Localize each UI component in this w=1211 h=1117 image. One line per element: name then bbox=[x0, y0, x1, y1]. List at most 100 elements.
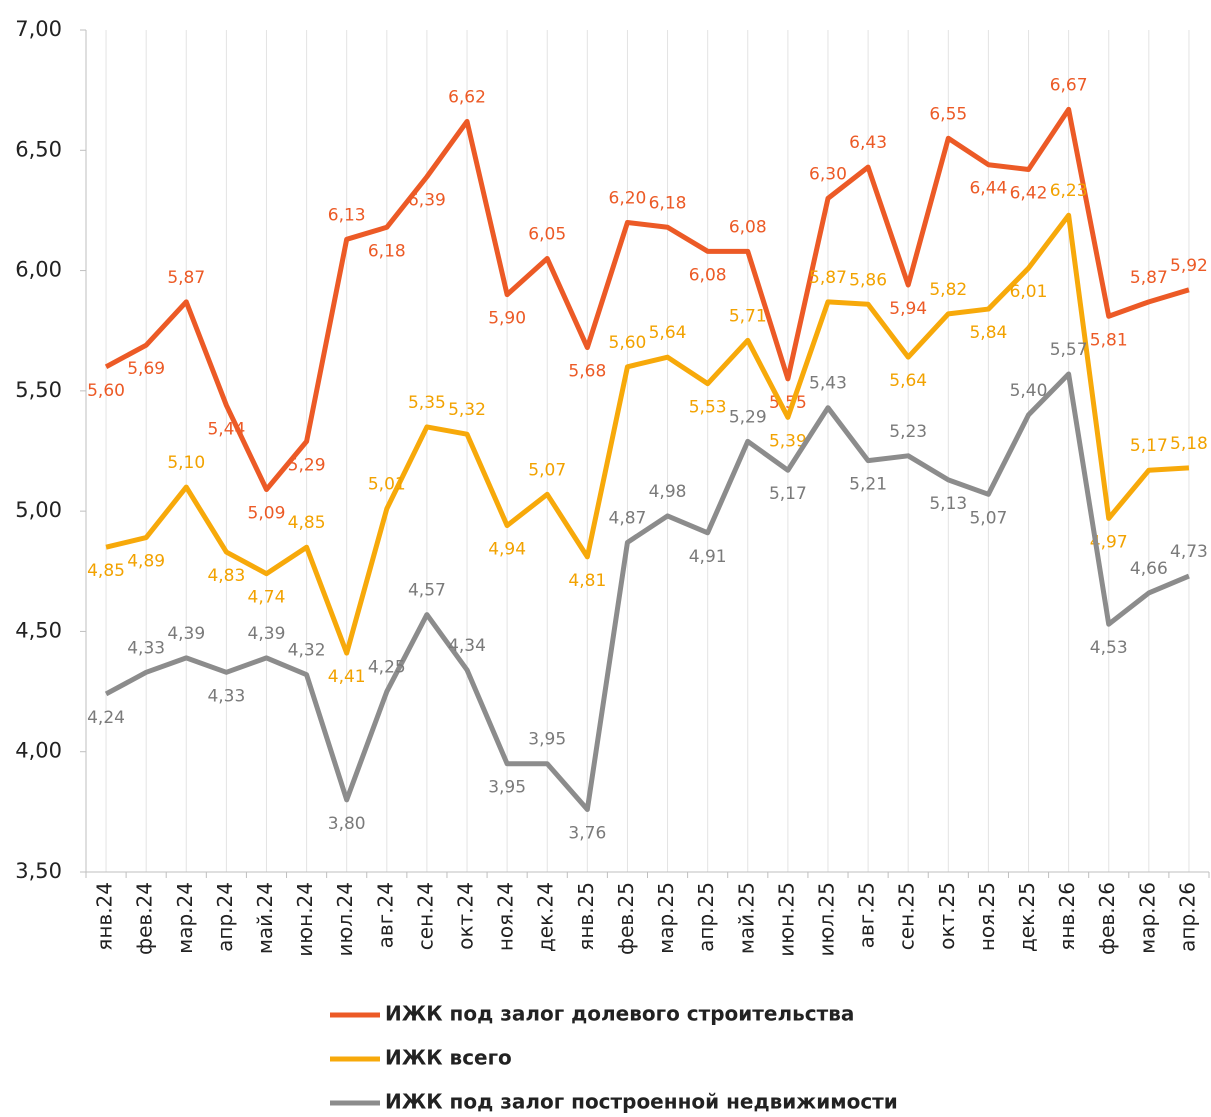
data-label: 5,69 bbox=[127, 359, 165, 379]
data-label: 6,42 bbox=[1010, 184, 1048, 204]
x-tick-label: июн.24 bbox=[293, 882, 317, 957]
x-tick-label: май.25 bbox=[734, 882, 758, 954]
data-label: 3,76 bbox=[568, 823, 606, 843]
y-tick-label: 7,00 bbox=[15, 17, 62, 41]
series-line bbox=[105, 212, 1190, 656]
data-label: 5,29 bbox=[288, 455, 326, 475]
data-label: 4,25 bbox=[368, 658, 406, 678]
x-tick-label: янв.25 bbox=[574, 882, 598, 951]
x-tick-label: фев.25 bbox=[614, 882, 638, 955]
data-label: 5,87 bbox=[167, 268, 205, 288]
data-label: 3,80 bbox=[328, 814, 366, 834]
data-label: 6,08 bbox=[729, 217, 767, 237]
x-tick-label: окт.24 bbox=[454, 882, 478, 950]
data-label: 4,85 bbox=[288, 513, 326, 533]
data-label: 5,18 bbox=[1170, 434, 1208, 454]
data-label: 4,24 bbox=[87, 708, 125, 728]
data-label: 4,34 bbox=[448, 636, 486, 656]
data-label: 4,85 bbox=[87, 561, 125, 581]
x-tick-label: фев.26 bbox=[1095, 882, 1119, 955]
data-label: 5,17 bbox=[1130, 436, 1168, 456]
x-tick-label: янв.24 bbox=[93, 882, 117, 951]
x-tick-label: мар.24 bbox=[173, 882, 197, 954]
data-label: 5,53 bbox=[689, 398, 727, 418]
data-label: 6,13 bbox=[328, 205, 366, 225]
data-label: 4,98 bbox=[649, 482, 687, 502]
x-tick-label: июн.25 bbox=[774, 882, 798, 957]
data-label: 4,39 bbox=[248, 624, 286, 644]
legend-label: ИЖК под залог построенной недвижимости bbox=[385, 1090, 898, 1114]
data-label: 5,71 bbox=[729, 306, 767, 326]
data-label: 4,41 bbox=[328, 667, 366, 687]
data-label: 4,32 bbox=[288, 641, 326, 661]
series-line bbox=[104, 106, 1190, 492]
legend-label: ИЖК под залог долевого строительства bbox=[385, 1002, 854, 1026]
data-label: 5,40 bbox=[1010, 381, 1048, 401]
data-label: 5,82 bbox=[929, 280, 967, 300]
data-label: 6,08 bbox=[689, 265, 727, 285]
data-label: 5,44 bbox=[207, 419, 245, 439]
data-label: 4,87 bbox=[609, 508, 647, 528]
x-tick-label: апр.24 bbox=[213, 882, 237, 952]
data-label: 5,07 bbox=[528, 460, 566, 480]
x-tick-label: мар.25 bbox=[654, 882, 678, 954]
data-label: 5,10 bbox=[167, 453, 205, 473]
x-tick-label: июл.25 bbox=[814, 882, 838, 956]
data-label: 5,81 bbox=[1090, 330, 1128, 350]
data-label: 4,97 bbox=[1090, 532, 1128, 552]
data-label: 5,90 bbox=[488, 309, 526, 329]
data-label: 4,33 bbox=[207, 686, 245, 706]
data-label: 6,39 bbox=[408, 191, 446, 211]
x-tick-label: янв.26 bbox=[1055, 882, 1079, 951]
data-label: 5,87 bbox=[809, 268, 847, 288]
data-label: 4,39 bbox=[167, 624, 205, 644]
data-label: 4,57 bbox=[408, 581, 446, 601]
x-tick-label: апр.26 bbox=[1175, 882, 1199, 952]
data-label: 5,39 bbox=[769, 431, 807, 451]
data-label: 5,35 bbox=[408, 393, 446, 413]
y-tick-label: 4,00 bbox=[15, 739, 62, 763]
data-label: 3,95 bbox=[488, 778, 526, 798]
data-label: 5,23 bbox=[889, 422, 927, 442]
data-label: 4,89 bbox=[127, 552, 165, 572]
x-tick-label: авг.24 bbox=[373, 882, 397, 948]
y-tick-label: 5,50 bbox=[15, 378, 62, 402]
data-label: 5,01 bbox=[368, 475, 406, 495]
data-label: 4,94 bbox=[488, 540, 526, 560]
data-label: 6,44 bbox=[969, 179, 1007, 199]
data-label: 5,43 bbox=[809, 374, 847, 394]
x-tick-label: дек.24 bbox=[534, 882, 558, 952]
x-tick-label: май.24 bbox=[253, 882, 277, 954]
data-label: 5,17 bbox=[769, 484, 807, 504]
data-label: 4,73 bbox=[1170, 542, 1208, 562]
data-label: 5,64 bbox=[889, 371, 927, 391]
data-label: 5,84 bbox=[969, 323, 1007, 343]
data-label: 5,64 bbox=[649, 323, 687, 343]
data-label: 5,07 bbox=[969, 508, 1007, 528]
data-label: 6,05 bbox=[528, 225, 566, 245]
data-label: 4,74 bbox=[248, 588, 286, 608]
y-tick-label: 5,00 bbox=[15, 498, 62, 522]
data-label: 4,66 bbox=[1130, 559, 1168, 579]
x-tick-label: июл.24 bbox=[333, 882, 357, 956]
series-line bbox=[104, 371, 1190, 812]
x-tick-label: ноя.24 bbox=[494, 882, 518, 951]
x-tick-label: ноя.25 bbox=[975, 882, 999, 951]
data-label: 5,09 bbox=[248, 503, 286, 523]
data-label: 5,60 bbox=[87, 381, 125, 401]
data-label: 4,81 bbox=[568, 571, 606, 591]
data-label: 5,21 bbox=[849, 475, 887, 495]
data-label: 5,92 bbox=[1170, 256, 1208, 276]
x-tick-label: сен.25 bbox=[895, 882, 919, 950]
data-label: 5,94 bbox=[889, 299, 927, 319]
data-label: 6,55 bbox=[929, 104, 967, 124]
data-label: 5,87 bbox=[1130, 268, 1168, 288]
data-label: 6,01 bbox=[1010, 282, 1048, 302]
x-tick-label: авг.25 bbox=[855, 882, 879, 948]
x-tick-label: сен.24 bbox=[413, 882, 437, 950]
data-label: 4,83 bbox=[207, 566, 245, 586]
y-tick-label: 3,50 bbox=[15, 859, 62, 883]
data-label: 6,18 bbox=[368, 241, 406, 261]
data-label: 6,18 bbox=[649, 193, 687, 213]
